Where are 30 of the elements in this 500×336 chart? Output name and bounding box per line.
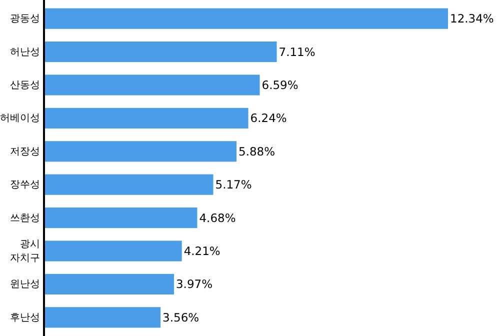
bar bbox=[44, 307, 161, 328]
data-label: 5.88% bbox=[238, 144, 276, 158]
bar bbox=[44, 141, 237, 162]
data-label: 4.68% bbox=[199, 210, 236, 225]
bar bbox=[44, 208, 198, 228]
y-tick-label: 쓰촨성 bbox=[10, 212, 40, 224]
data-label: 6.59% bbox=[262, 78, 298, 92]
data-label: 4.21% bbox=[184, 244, 220, 258]
bar bbox=[44, 42, 277, 62]
bar bbox=[44, 174, 214, 195]
data-label: 6.24% bbox=[250, 111, 287, 126]
y-tick-label: 허베이성 bbox=[0, 112, 40, 124]
data-label: 12.34% bbox=[450, 12, 494, 26]
y-tick-label: 산동성 bbox=[10, 80, 40, 90]
data-label: 3.97% bbox=[176, 277, 213, 292]
data-label: 5.17% bbox=[215, 178, 252, 192]
data-label: 3.56% bbox=[162, 310, 200, 324]
bar bbox=[44, 74, 260, 96]
bar bbox=[44, 274, 174, 294]
bar bbox=[44, 108, 248, 128]
y-tick-label: 저장성 bbox=[10, 146, 40, 157]
y-tick-label: 광시 자치구 bbox=[10, 238, 40, 264]
y-tick-label: 후난성 bbox=[10, 312, 40, 323]
y-tick-label: 허난성 bbox=[10, 46, 40, 58]
y-tick-label: 광동성 bbox=[10, 13, 40, 24]
bar bbox=[44, 240, 182, 262]
y-tick-label: 윈난성 bbox=[10, 278, 40, 290]
data-label: 7.11% bbox=[278, 44, 316, 59]
y-tick-label: 장쑤성 bbox=[10, 179, 40, 190]
bar bbox=[44, 8, 448, 29]
